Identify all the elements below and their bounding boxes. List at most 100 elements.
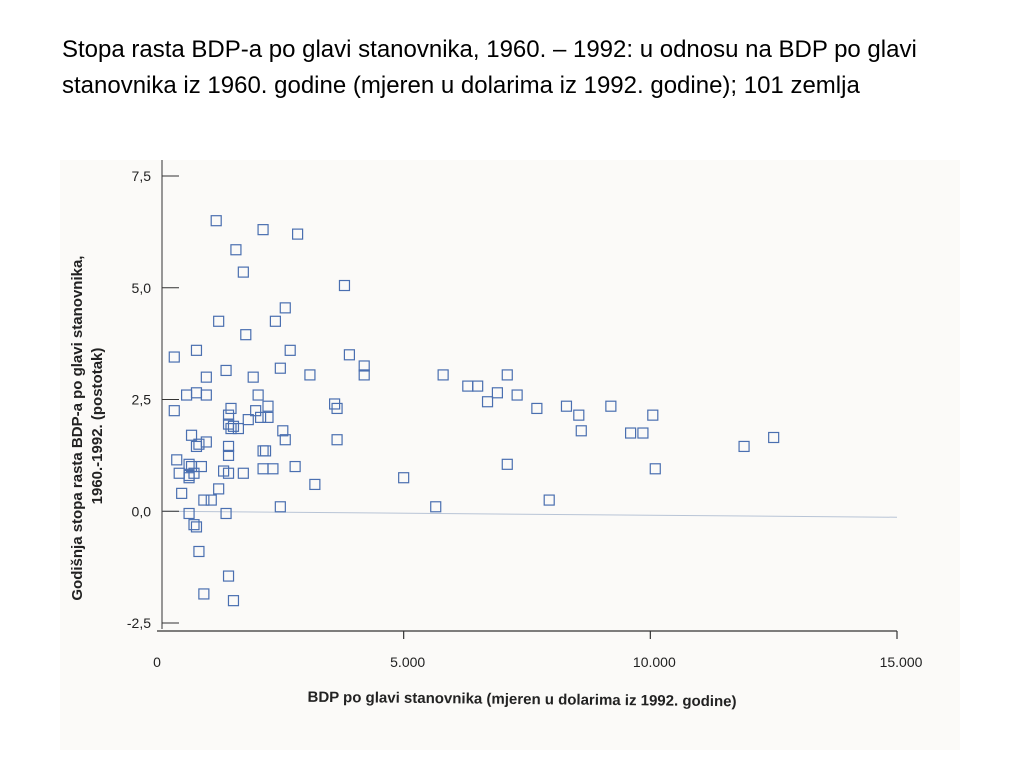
data-point bbox=[575, 425, 587, 437]
data-point bbox=[230, 244, 242, 256]
data-point bbox=[491, 387, 503, 399]
data-point bbox=[222, 440, 235, 453]
data-point bbox=[259, 445, 272, 457]
data-point bbox=[176, 487, 188, 499]
data-point bbox=[225, 422, 237, 435]
y-tick-label: 2,5 bbox=[132, 392, 152, 408]
data-point bbox=[343, 349, 355, 361]
data-point bbox=[624, 427, 637, 439]
data-point bbox=[183, 472, 195, 484]
data-point bbox=[277, 425, 289, 437]
x-tick-label: 0 bbox=[153, 654, 161, 670]
data-point bbox=[190, 344, 203, 356]
slide-title: Stopa rasta BDP-a po glavi stanovnika, 1… bbox=[62, 36, 917, 99]
data-point bbox=[220, 364, 232, 377]
data-point bbox=[304, 369, 316, 381]
data-point bbox=[193, 545, 205, 558]
data-point bbox=[331, 434, 343, 446]
x-axis-ticks: 0 5.000 10.000 15.000 bbox=[153, 631, 923, 670]
data-point bbox=[225, 402, 237, 415]
data-point bbox=[284, 344, 296, 356]
data-point bbox=[279, 434, 291, 446]
data-point bbox=[181, 389, 193, 401]
data-point bbox=[198, 494, 210, 506]
data-point bbox=[481, 396, 494, 408]
scanned-figure bbox=[60, 160, 960, 750]
data-point bbox=[188, 519, 200, 531]
x-tick-label: 5.000 bbox=[390, 654, 425, 670]
data-point bbox=[262, 411, 274, 423]
data-point bbox=[358, 369, 370, 381]
data-point bbox=[257, 224, 269, 236]
data-point bbox=[257, 445, 269, 457]
data-point bbox=[309, 478, 321, 491]
data-point bbox=[232, 422, 244, 435]
data-point bbox=[200, 389, 212, 401]
data-point bbox=[274, 362, 286, 374]
data-point bbox=[237, 266, 249, 278]
data-point bbox=[647, 409, 659, 421]
data-point bbox=[227, 595, 240, 607]
y-axis-ticks: 7,5 5,0 2,5 0,0 -2,5 bbox=[127, 168, 179, 631]
data-point bbox=[338, 279, 351, 292]
data-point bbox=[257, 463, 269, 475]
data-point bbox=[437, 369, 449, 381]
data-point bbox=[274, 501, 286, 513]
data-point bbox=[193, 438, 205, 450]
data-point bbox=[183, 507, 195, 520]
data-point bbox=[200, 436, 212, 448]
data-point bbox=[292, 228, 304, 240]
data-point bbox=[430, 501, 442, 513]
y-tick-label: 0,0 bbox=[132, 503, 152, 519]
data-point bbox=[358, 360, 370, 372]
data-point bbox=[195, 460, 207, 473]
data-point bbox=[738, 440, 750, 453]
data-point bbox=[462, 380, 474, 392]
data-point bbox=[213, 483, 225, 495]
data-point bbox=[222, 570, 235, 582]
x-tick-label: 10.000 bbox=[633, 654, 676, 670]
data-point bbox=[768, 431, 780, 444]
x-axis-label: BDP po glavi stanovnika (mjeren u dolari… bbox=[307, 689, 736, 710]
data-point bbox=[240, 329, 252, 341]
data-point bbox=[289, 460, 301, 473]
y-tick-label: 5,0 bbox=[132, 280, 152, 296]
data-point bbox=[501, 369, 513, 381]
data-point bbox=[210, 215, 222, 227]
data-point bbox=[262, 400, 274, 412]
zero-reference-line bbox=[161, 510, 898, 518]
data-point bbox=[213, 315, 225, 327]
data-point bbox=[242, 414, 254, 426]
data-point bbox=[168, 405, 180, 417]
data-point bbox=[573, 409, 585, 421]
data-point bbox=[200, 371, 212, 383]
data-point bbox=[198, 588, 210, 600]
data-point bbox=[168, 351, 180, 363]
y-tick-label: 7,5 bbox=[132, 168, 152, 184]
data-point bbox=[185, 429, 198, 441]
data-point bbox=[237, 467, 249, 479]
data-point bbox=[605, 400, 617, 412]
data-point bbox=[171, 454, 183, 466]
data-point bbox=[247, 371, 259, 383]
data-point bbox=[252, 389, 264, 401]
x-tick-label: 15.000 bbox=[880, 654, 923, 670]
y-axis-label: Godišnja stopa rasta BDP-a po glavi stan… bbox=[69, 251, 106, 600]
data-point bbox=[190, 521, 203, 533]
data-point bbox=[501, 458, 513, 470]
data-point bbox=[190, 440, 203, 453]
data-point bbox=[173, 467, 185, 479]
y-axis-label-line-1: Godišnja stopa rasta BDP-a po glavi stan… bbox=[69, 256, 86, 601]
data-point bbox=[531, 402, 543, 415]
y-axis-label-line-2: 1960.-1992. (postotak) bbox=[89, 348, 106, 505]
data-point bbox=[472, 380, 484, 392]
data-points bbox=[168, 215, 780, 607]
data-point bbox=[560, 400, 573, 412]
data-point bbox=[511, 389, 523, 401]
data-point bbox=[220, 507, 232, 520]
y-tick-label: -2,5 bbox=[127, 615, 151, 631]
data-point bbox=[267, 463, 279, 475]
data-point bbox=[398, 472, 410, 484]
data-point bbox=[222, 409, 235, 421]
data-point bbox=[190, 387, 203, 399]
